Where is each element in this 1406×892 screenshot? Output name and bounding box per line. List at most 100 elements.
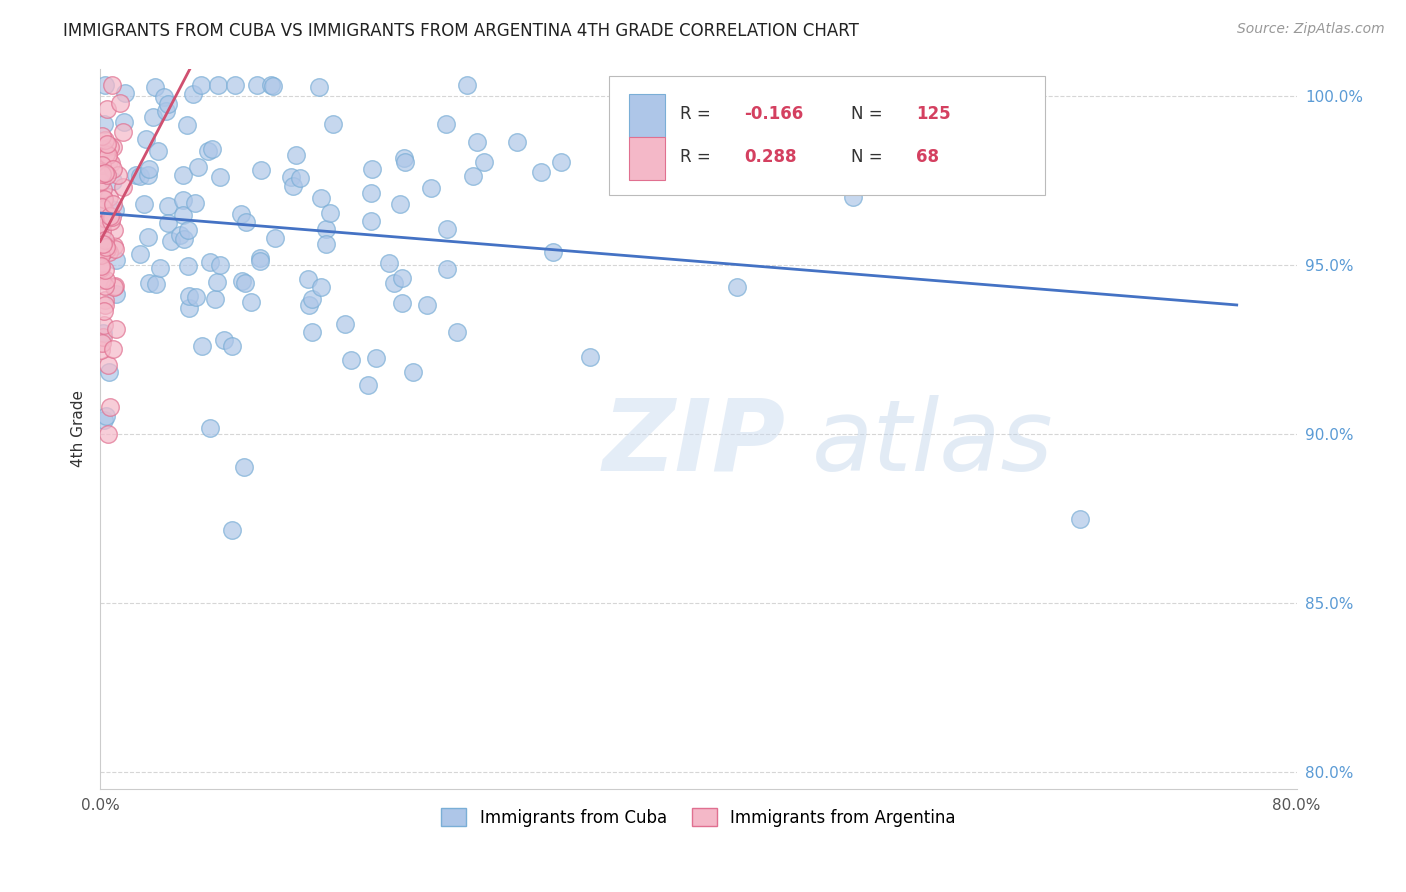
Point <box>96 102 118 116</box>
Point <box>112 180 135 194</box>
Point <box>212 334 235 348</box>
Point <box>101 211 124 225</box>
Point <box>309 280 332 294</box>
Point <box>173 232 195 246</box>
Point <box>322 117 344 131</box>
Point <box>301 325 323 339</box>
Point <box>221 523 243 537</box>
Point <box>104 287 127 301</box>
Point <box>90 220 112 235</box>
Point <box>91 143 114 157</box>
Point <box>101 162 124 177</box>
Bar <box>628 94 665 137</box>
Point <box>235 215 257 229</box>
Point <box>280 170 302 185</box>
Point <box>101 197 124 211</box>
Point <box>550 155 572 169</box>
Point <box>93 192 115 206</box>
Point <box>239 294 262 309</box>
Point <box>108 96 131 111</box>
Point <box>107 168 129 182</box>
Point <box>224 78 246 93</box>
Point <box>134 197 156 211</box>
Point <box>184 290 207 304</box>
Point <box>94 147 117 161</box>
Point <box>281 179 304 194</box>
Point <box>138 161 160 176</box>
Point <box>181 87 204 101</box>
Text: IMMIGRANTS FROM CUBA VS IMMIGRANTS FROM ARGENTINA 4TH GRADE CORRELATION CHART: IMMIGRANTS FROM CUBA VS IMMIGRANTS FROM … <box>63 22 859 40</box>
Point <box>93 165 115 179</box>
Point <box>94 240 117 254</box>
Point <box>436 222 458 236</box>
Point <box>103 223 125 237</box>
Point <box>416 298 439 312</box>
Point <box>103 280 125 294</box>
Point <box>221 339 243 353</box>
Point <box>98 140 121 154</box>
Point <box>112 125 135 139</box>
Point <box>90 174 112 188</box>
Point <box>249 253 271 268</box>
Point <box>94 233 117 247</box>
Point <box>96 242 118 256</box>
Point <box>90 224 112 238</box>
Point <box>104 322 127 336</box>
Text: Source: ZipAtlas.com: Source: ZipAtlas.com <box>1237 22 1385 37</box>
Point <box>153 90 176 104</box>
Point <box>94 263 117 277</box>
Point <box>105 253 128 268</box>
Point <box>172 208 194 222</box>
Point <box>434 117 457 131</box>
Point <box>101 140 124 154</box>
Point <box>360 214 382 228</box>
Point <box>93 413 115 427</box>
Point <box>394 155 416 169</box>
Point <box>298 298 321 312</box>
Point <box>1069 511 1091 525</box>
Point <box>128 169 150 183</box>
Point <box>138 276 160 290</box>
Point <box>177 301 200 315</box>
Point <box>208 169 231 184</box>
Text: ZIP: ZIP <box>603 395 786 491</box>
Point <box>177 259 200 273</box>
Point <box>157 216 180 230</box>
Point <box>145 277 167 291</box>
Point <box>98 366 121 380</box>
Text: atlas: atlas <box>813 395 1053 491</box>
Point <box>288 171 311 186</box>
Point <box>250 163 273 178</box>
Point <box>90 260 112 275</box>
Point <box>191 339 214 353</box>
Point <box>231 274 253 288</box>
Point <box>155 103 177 118</box>
Text: 68: 68 <box>917 148 939 166</box>
Point <box>94 211 117 226</box>
Point <box>104 203 127 218</box>
Point <box>96 273 118 287</box>
Point <box>301 292 323 306</box>
Point <box>465 135 488 149</box>
Point <box>315 237 337 252</box>
Point <box>446 326 468 340</box>
Point <box>136 168 159 182</box>
Point <box>842 190 865 204</box>
Point <box>93 192 115 206</box>
Point <box>93 244 115 259</box>
Point <box>90 219 112 233</box>
Point <box>179 289 201 303</box>
Point <box>96 168 118 182</box>
Point <box>100 214 122 228</box>
Point <box>91 326 114 340</box>
Point <box>103 343 125 357</box>
Point <box>169 228 191 243</box>
Point <box>94 278 117 293</box>
Point <box>91 129 114 144</box>
Point <box>90 200 112 214</box>
Point <box>382 276 405 290</box>
Point <box>91 329 114 343</box>
Point <box>232 459 254 474</box>
Point <box>90 165 112 179</box>
Point <box>436 262 458 277</box>
